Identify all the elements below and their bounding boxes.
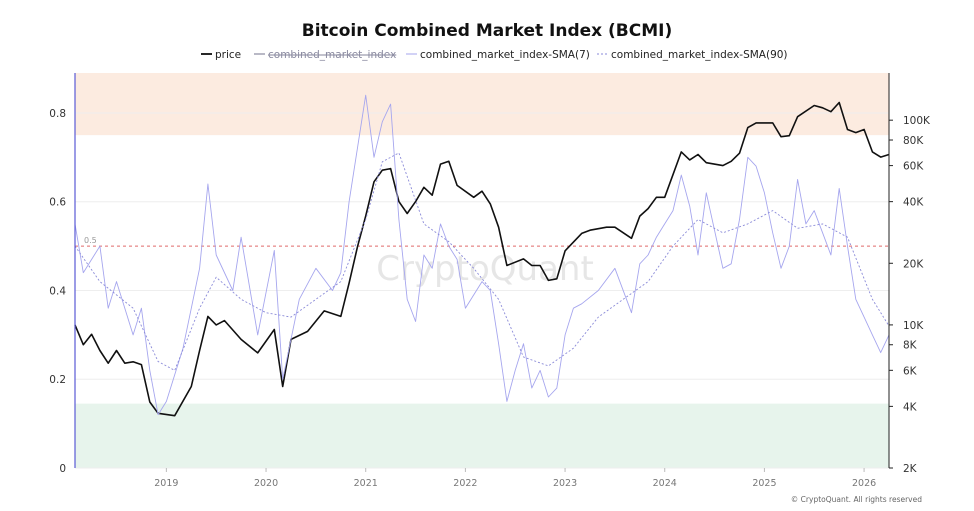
- series-price: [74, 101, 890, 417]
- x-tick-label: 2026: [852, 478, 876, 489]
- right-tick-label: 10K: [903, 320, 924, 332]
- right-tick-label: 60K: [903, 161, 924, 173]
- chart-title: Bitcoin Combined Market Index (BCMI): [302, 21, 673, 41]
- right-tick-label: 4K: [903, 401, 918, 413]
- legend-item-combined-market-index[interactable]: combined_market_index: [254, 49, 396, 61]
- x-tick-label: 2024: [653, 478, 677, 489]
- credit-text: © CryptoQuant. All rights reserved: [791, 495, 922, 504]
- right-tick-label: 6K: [903, 365, 918, 377]
- series-sma90: [74, 152, 890, 371]
- grid: [75, 112, 889, 469]
- zone-undervalued: [75, 403, 889, 468]
- legend-label-sma90: combined_market_index-SMA(90): [611, 49, 788, 61]
- left-tick-label: 0.2: [49, 374, 66, 386]
- x-tick-label: 2020: [254, 478, 278, 489]
- legend-item-sma90[interactable]: combined_market_index-SMA(90): [597, 49, 788, 61]
- right-tick-label: 2K: [903, 463, 918, 475]
- x-tick-label: 2025: [752, 478, 776, 489]
- reference-line-label: 0.5: [84, 236, 97, 245]
- legend-item-price[interactable]: price: [201, 49, 241, 61]
- series-sma7: [74, 94, 890, 416]
- legend-label-sma7: combined_market_index-SMA(7): [420, 49, 590, 61]
- reference-line-group: 0.5: [75, 236, 889, 247]
- right-tick-label: 40K: [903, 197, 924, 209]
- right-tick-label: 20K: [903, 258, 924, 270]
- series-group: [74, 94, 890, 417]
- legend-label-price: price: [215, 49, 241, 61]
- right-tick-label: 80K: [903, 135, 924, 147]
- right-tick-label: 8K: [903, 340, 918, 352]
- x-tick-label: 2019: [154, 478, 178, 489]
- x-tick-label: 2021: [354, 478, 378, 489]
- x-tick-label: 2023: [553, 478, 577, 489]
- zones: [75, 73, 889, 468]
- right-tick-label: 100K: [903, 115, 931, 127]
- zone-overheated: [75, 73, 889, 136]
- left-tick-label: 0: [59, 463, 66, 475]
- legend-label-combined-market-index: combined_market_index: [268, 49, 396, 61]
- left-tick-label: 0.8: [49, 108, 66, 120]
- left-tick-label: 0.4: [49, 285, 66, 297]
- left-tick-label: 0.6: [49, 197, 66, 209]
- axes: 0 0.2 0.4 0.6 0.8 2K 4K 6K 8K 10K 20K 40K 60K 80K 100K…: [49, 73, 931, 489]
- legend-item-sma7[interactable]: combined_market_index-SMA(7): [406, 49, 590, 61]
- legend: price combined_market_index combined_mar…: [201, 49, 788, 61]
- x-tick-label: 2022: [453, 478, 477, 489]
